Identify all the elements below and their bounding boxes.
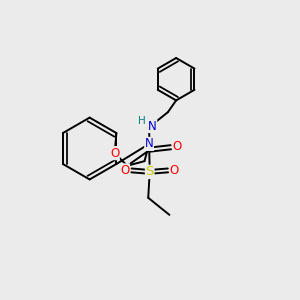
Text: O: O	[170, 164, 179, 177]
Text: S: S	[146, 165, 154, 178]
Text: O: O	[120, 164, 130, 177]
Text: N: N	[148, 119, 157, 133]
Text: H: H	[138, 116, 146, 126]
Text: N: N	[145, 137, 154, 150]
Text: O: O	[110, 147, 119, 160]
Text: O: O	[173, 140, 182, 153]
